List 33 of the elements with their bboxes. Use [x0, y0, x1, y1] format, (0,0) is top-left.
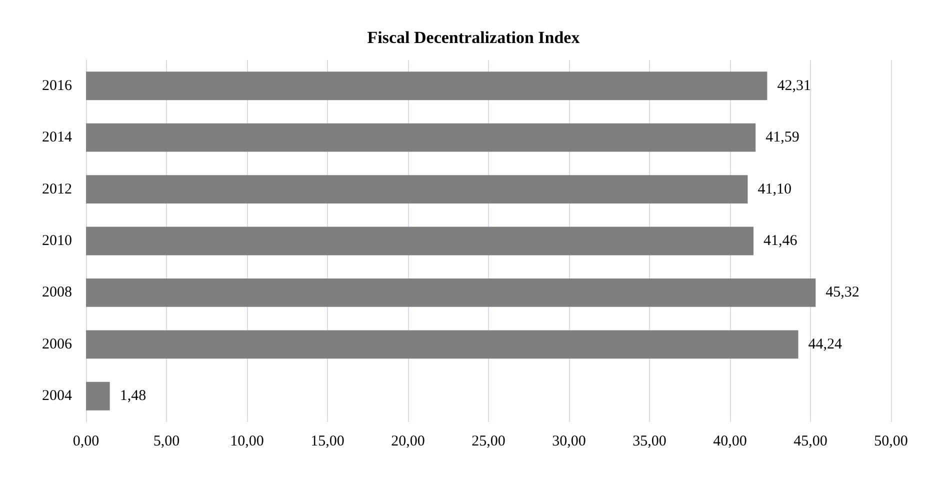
data-label: 45,32	[826, 284, 860, 301]
x-tick-label: 50,00	[874, 434, 908, 450]
bar	[86, 330, 798, 359]
y-tick-label: 2016	[42, 78, 72, 94]
y-tick-label: 2006	[42, 336, 72, 352]
x-tick-label: 40,00	[713, 434, 747, 450]
y-tick-label: 2004	[42, 388, 72, 404]
x-tick-label: 30,00	[552, 434, 586, 450]
y-tick-label: 2008	[42, 284, 72, 301]
data-label: 41,10	[758, 181, 792, 198]
bar	[86, 72, 768, 100]
x-tick-label: 25,00	[472, 434, 506, 450]
bar	[86, 382, 110, 410]
data-label: 42,31	[777, 78, 811, 94]
x-tick-label: 10,00	[230, 434, 264, 450]
y-tick-label: 2010	[42, 233, 72, 249]
data-label: 44,24	[808, 336, 843, 352]
x-tick-label: 0,00	[72, 434, 100, 450]
bar	[86, 123, 756, 152]
x-tick-label: 35,00	[632, 434, 666, 450]
data-label: 1,48	[120, 388, 146, 404]
data-label: 41,59	[766, 130, 800, 146]
y-tick-label: 2012	[42, 181, 72, 198]
x-tick-label: 15,00	[310, 434, 344, 450]
chart-title: Fiscal Decentralization Index	[367, 28, 580, 47]
bar	[86, 278, 816, 307]
bar	[86, 226, 754, 256]
x-tick-label: 20,00	[391, 434, 425, 450]
x-tick-label: 45,00	[794, 434, 828, 450]
data-label: 41,46	[764, 233, 798, 249]
bar	[86, 175, 748, 204]
y-tick-label: 2014	[42, 130, 72, 146]
x-tick-label: 5,00	[153, 434, 180, 450]
